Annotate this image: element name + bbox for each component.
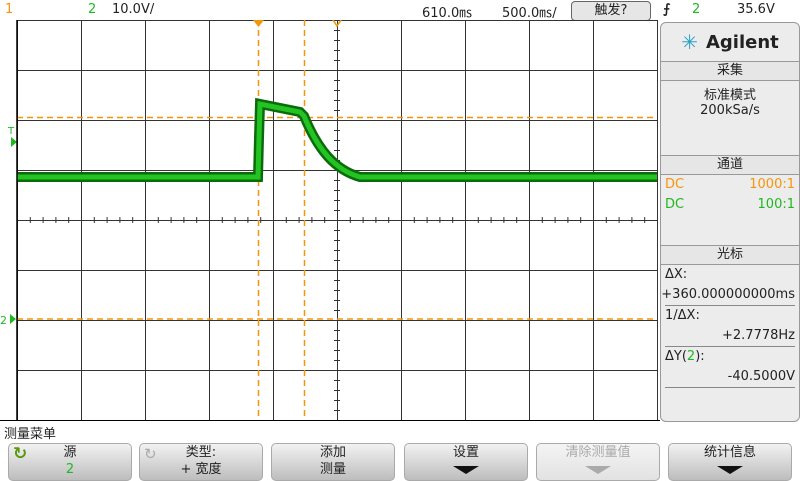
- waveform-display[interactable]: T 2: [0, 20, 660, 422]
- brand-logo: Agilent: [705, 31, 779, 53]
- ch2-coupling: DC: [665, 197, 685, 212]
- inv-dx-label: 1/ΔX:: [665, 308, 700, 323]
- acquire-mode: 标准模式: [703, 88, 756, 103]
- inv-dx-value: +2.7778Hz: [722, 328, 795, 343]
- submenu-arrow-icon: [453, 466, 479, 474]
- add-label: 添加: [319, 445, 346, 460]
- menu-title: 测量菜单: [4, 427, 57, 442]
- ch1-coupling: DC: [665, 177, 685, 192]
- delay-reference-marker: [332, 20, 342, 28]
- channel-2-row: DC 100:1: [661, 195, 799, 215]
- rotate-knob-icon: ↻: [13, 444, 28, 464]
- dy-label-pre: ΔY(: [665, 349, 687, 364]
- ch2-ground-arrow[interactable]: [10, 314, 16, 324]
- ch2-ground-marker[interactable]: 2: [0, 314, 7, 327]
- ch2-scale: 10.0V/: [112, 2, 155, 17]
- trigger-source: 2: [692, 2, 701, 17]
- rotate-knob-icon: ↻: [144, 445, 157, 463]
- dy-label-channel: 2: [686, 349, 696, 364]
- type-label: 类型:: [185, 445, 217, 460]
- dy-label-post: ):: [695, 349, 705, 364]
- clear-label: 清除测量值: [565, 445, 631, 460]
- type-button[interactable]: ↻ 类型: + 宽度: [139, 443, 263, 481]
- dy-label: ΔY(2):: [661, 347, 799, 367]
- menu-divider: [0, 420, 660, 421]
- source-value: 2: [65, 462, 75, 477]
- graticule: [17, 20, 658, 421]
- source-label: 源: [63, 445, 77, 460]
- side-panel: ✳ Agilent 采集 标准模式 200kSa/s 通道 DC 1000:1 D…: [660, 22, 800, 422]
- sample-rate: 200kSa/s: [700, 103, 760, 118]
- ch2-probe: 100:1: [757, 197, 795, 212]
- channel-1-row: DC 1000:1: [661, 175, 799, 195]
- source-button[interactable]: ↻ 源 2: [8, 443, 132, 481]
- dx-label: ΔX:: [665, 267, 688, 282]
- settings-label: 设置: [452, 445, 479, 460]
- trigger-level-marker[interactable]: T: [7, 126, 15, 137]
- trigger-level-arrow[interactable]: [11, 137, 17, 147]
- ch2-indicator[interactable]: 2: [88, 2, 97, 17]
- acquire-header[interactable]: 采集: [661, 61, 799, 81]
- time-offset: 610.0㎳: [422, 6, 473, 21]
- channel-header[interactable]: 通道: [661, 155, 799, 175]
- type-value: + 宽度: [180, 462, 222, 477]
- agilent-logo-icon: ✳: [681, 30, 698, 54]
- add-label-2: 测量: [319, 462, 346, 477]
- cursor-header[interactable]: 光标: [661, 245, 799, 265]
- trigger-position-marker[interactable]: [253, 20, 264, 27]
- statistics-button[interactable]: 统计信息: [668, 443, 792, 481]
- dy-value: -40.5000V: [727, 369, 795, 384]
- submenu-arrow-icon: [717, 466, 743, 474]
- rising-edge-icon: ⨍: [663, 2, 671, 17]
- settings-button[interactable]: 设置: [404, 443, 528, 481]
- ch2-waveform-core: [17, 100, 657, 180]
- time-scale: 500.0㎳/: [502, 6, 557, 21]
- dx-value: +360.000000000ms: [661, 287, 795, 302]
- add-measurement-button[interactable]: 添加 测量: [271, 443, 395, 481]
- ch1-probe: 1000:1: [749, 177, 795, 192]
- submenu-arrow-icon: [585, 466, 611, 474]
- ch1-indicator[interactable]: 1: [5, 2, 14, 17]
- trigger-status-button[interactable]: 触发?: [571, 1, 651, 21]
- clear-measurements-button[interactable]: 清除测量值: [536, 443, 660, 481]
- trigger-level: 35.6V: [737, 2, 775, 17]
- statistics-label: 统计信息: [703, 445, 756, 460]
